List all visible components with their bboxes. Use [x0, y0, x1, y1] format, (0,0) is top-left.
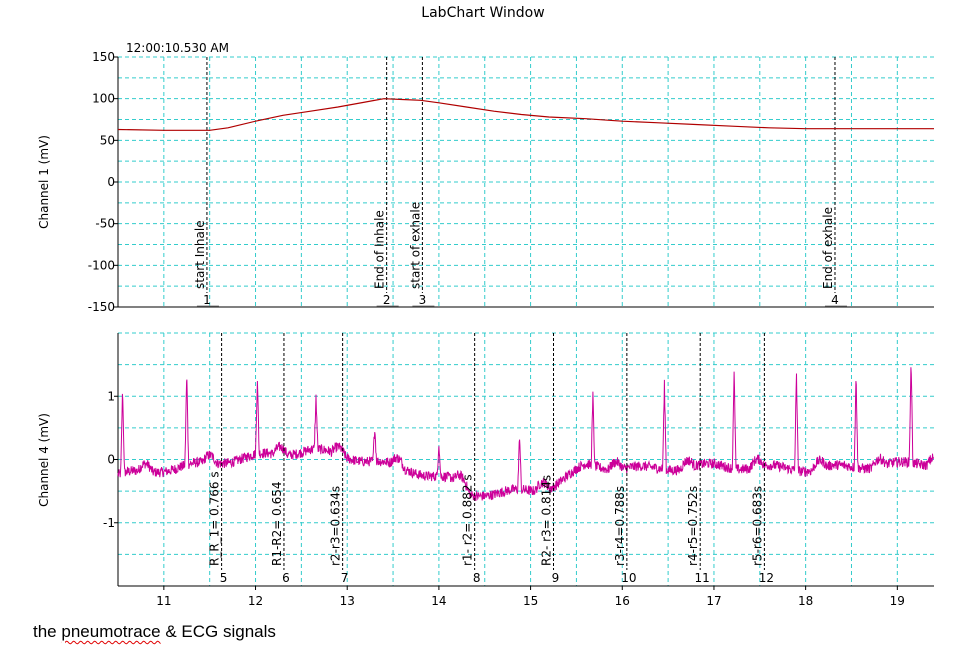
channel-1-markers: start Inhale 1 End of Inhale 2 start of exha… — [193, 57, 847, 307]
event-marker-number: 4 — [831, 293, 839, 307]
x-tick-label: 17 — [706, 594, 721, 608]
y-tick-label: 150 — [92, 50, 115, 64]
event-marker-number: 12 — [759, 571, 774, 585]
event-marker-label: r5-r6=0.683s — [750, 486, 764, 566]
figure-caption: the pneumotrace & ECG signals — [33, 622, 276, 642]
y-tick-label: -150 — [88, 300, 115, 314]
channel-1-grid — [117, 56, 934, 308]
y-tick-label: 0 — [107, 175, 115, 189]
x-tick-label: 14 — [431, 594, 446, 608]
channel-1-y-label[interactable]: Channel 1 (mV) — [37, 135, 51, 229]
event-marker-number: 7 — [341, 571, 349, 585]
event-marker-number: 5 — [220, 571, 228, 585]
event-marker-label: r2-r3=0.634s — [329, 486, 343, 566]
channel-4-markers: R_R_1= 0.766 s 5 R1-R2= 0.654 6 r2-r3=0.634s… — [208, 333, 774, 585]
timestamp: 12:00:10.530 AM — [126, 41, 229, 55]
event-marker-label: End of Inhale — [373, 210, 387, 289]
event-marker-number: 2 — [383, 293, 391, 307]
channel-1-y-ticks: 150 100 50 0 -50 -100 -150 — [88, 50, 118, 314]
x-tick-label: 12 — [248, 594, 263, 608]
channel-4-grid — [117, 332, 934, 587]
channel-4-panel: 10-1 11 12 13 14 15 16 17 18 19 Channel 4 (mV) R… — [37, 332, 935, 608]
time-axis-ticks: 11 12 13 14 15 16 17 18 19 — [156, 586, 905, 608]
y-tick-label: 0 — [107, 453, 115, 467]
event-marker-label: r3-r4=0.788s — [613, 486, 627, 566]
channel-4-trace — [117, 367, 935, 501]
event-marker-number: 6 — [282, 571, 290, 585]
event-marker-label: R_R_1= 0.766 s — [208, 471, 222, 566]
event-marker-label: start Inhale — [193, 220, 207, 289]
channel-1-trace — [117, 98, 934, 131]
y-tick-label: 1 — [107, 389, 115, 403]
caption-word-pneumotrace: pneumotrace — [61, 622, 161, 641]
y-tick-label: -50 — [95, 217, 115, 231]
channel-4-y-ticks: 1 0 -1 — [103, 389, 118, 530]
channel-1-panel: 150 100 50 0 -50 -100 -150 Channel 1 (mV) 12:0… — [37, 41, 934, 314]
event-marker-label: R2- r3= 0.814s — [540, 475, 554, 566]
x-tick-label: 19 — [890, 594, 905, 608]
caption-rest: & ECG signals — [165, 622, 276, 641]
event-marker-label: End of exhale — [821, 207, 835, 289]
caption-word-the: the — [33, 622, 57, 641]
event-marker-number: 1 — [203, 293, 211, 307]
window-title: LabChart Window — [421, 5, 544, 21]
x-tick-label: 13 — [340, 594, 355, 608]
event-marker-number: 10 — [621, 571, 636, 585]
event-marker-number: 11 — [695, 571, 710, 585]
x-tick-label: 15 — [523, 594, 538, 608]
event-marker-label: start of exhale — [408, 202, 422, 289]
channel-4-y-label[interactable]: Channel 4 (mV) — [37, 413, 51, 507]
event-marker-label: r1- r2= 0.882 s — [461, 474, 475, 566]
event-marker-label: R1-R2= 0.654 — [270, 482, 284, 567]
y-tick-label: -1 — [103, 516, 115, 530]
event-marker-number: 3 — [419, 293, 427, 307]
y-tick-label: 50 — [100, 133, 115, 147]
y-tick-label: -100 — [88, 258, 115, 272]
x-tick-label: 11 — [156, 594, 171, 608]
event-marker-number: 9 — [552, 571, 560, 585]
y-tick-label: 100 — [92, 92, 115, 106]
x-tick-label: 16 — [615, 594, 630, 608]
x-tick-label: 18 — [798, 594, 813, 608]
event-marker-label: r4-r5=0.752s — [686, 486, 700, 566]
event-marker-number: 8 — [473, 571, 481, 585]
